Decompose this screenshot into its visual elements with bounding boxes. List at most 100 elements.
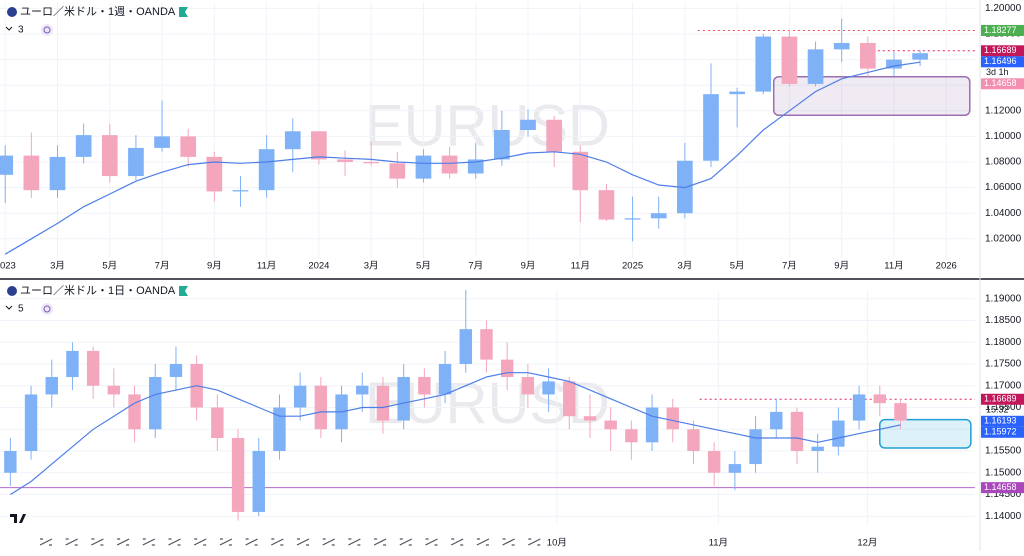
candle-body [75,135,92,157]
symbol-title[interactable]: ユーロ／米ドル・1日・OANDA [20,284,176,297]
price-tag-label: 1.14658 [984,78,1017,88]
price-tag-label: 1.16496 [984,56,1017,66]
price-tag [981,426,1024,438]
tool-button[interactable] [425,538,438,546]
candle-body [781,36,798,84]
indicator-icon-inner [43,305,51,313]
chevron[interactable] [5,26,13,31]
x-tick-label: 11月 [257,261,276,272]
tool-button[interactable] [116,538,130,546]
pane: EURUSD1.140001.145001.150001.155001.1600… [0,284,1024,549]
x-tick-label: 5月 [102,261,117,272]
x-tick-label: 11月 [709,538,728,549]
y-tick-label: 1.04000 [985,208,1022,219]
candle-body [438,363,452,395]
indicator-count: 5 [18,304,24,315]
y-tick-label: 1.10000 [985,131,1022,142]
zone [772,76,971,117]
tool-button[interactable] [373,538,387,546]
candle-body [755,36,772,92]
candle-body [459,329,472,364]
indicator-icon[interactable] [41,303,53,315]
tool-button[interactable] [476,538,490,546]
candle-body [128,394,141,430]
candle-body [86,350,100,386]
candle-body [873,394,886,404]
candle-body [45,377,58,395]
tool-button[interactable] [91,538,104,546]
x-tick-label: 10月 [547,538,567,549]
pane: EURUSD 1.02000 1.04000 1.06000 1.08000 1.1000… [0,2,1024,272]
tool-button[interactable] [219,538,233,546]
watermark: EURUSD [365,93,610,158]
price-tag [981,393,1024,405]
tool-button[interactable] [322,538,335,546]
tool-button[interactable] [39,538,53,546]
moving-average [10,372,901,496]
x-tick-label: 2024 [308,261,329,272]
symbol-icon [7,286,17,296]
candle-body [232,190,249,192]
price-tag [981,56,1024,68]
y-tick-label: 1.18000 [985,337,1022,348]
candle-body [598,190,615,220]
candle-body [169,363,183,378]
candle-body [441,155,458,174]
indicator-icon-inner [43,26,51,34]
candle-body [894,403,907,421]
symbol-title[interactable]: ユーロ／米ドル・1週・OANDA [20,5,176,18]
candle-body [546,119,562,152]
tool-button[interactable] [450,538,464,546]
indicator-icon[interactable] [41,24,53,36]
candle-body [273,407,286,452]
candle-body [231,437,245,512]
x-tick-label: 7月 [155,261,170,272]
price-tag-label: 1.14658 [984,482,1017,492]
tool-button[interactable] [168,538,181,546]
drawing-toolbar [34,533,541,551]
candle-body [624,218,641,220]
candle-body [252,451,265,512]
price-tag [981,78,1024,90]
candle-body [520,119,536,130]
price-tag-label: 1.16193 [984,416,1017,426]
candle-body [666,407,679,430]
tool-button[interactable] [271,538,284,546]
countdown: 15:32 [986,405,1009,415]
y-tick-label: 1.14500 [985,489,1022,500]
flag [179,286,188,296]
tool-button[interactable] [65,538,78,546]
candle-body [314,385,328,430]
candle-body [415,155,432,179]
tool-button[interactable] [245,538,258,546]
price-tag-label: 1.18277 [984,25,1017,35]
candle-body [604,420,617,430]
x-tick-label: 7月 [782,261,797,272]
x-tick-label: 9月 [834,261,849,272]
candle-body [24,394,38,452]
symbol-icon [7,7,17,17]
candle-body [128,147,144,177]
toolbar-bg [34,533,532,551]
candle-body [728,464,742,473]
tool-button[interactable] [348,538,361,546]
y-tick-label: 1.12000 [985,105,1022,116]
tool-button[interactable] [502,538,515,546]
tool-button[interactable] [399,538,413,546]
tool-button[interactable] [528,538,541,546]
candle-body [832,420,845,447]
tool-button[interactable] [296,538,310,546]
candle-body [293,385,307,408]
y-tick-label: 1.15500 [985,446,1022,457]
candle-body [583,416,597,421]
candle-body [363,162,380,164]
tool-button[interactable] [193,538,207,546]
chevron[interactable] [5,305,13,310]
tool-button[interactable] [142,538,156,546]
candle-body [563,381,576,417]
candle-body [572,151,589,191]
candle-body [852,394,866,421]
candle-body [703,94,719,161]
y-tick-label: 1.06000 [985,182,1022,193]
